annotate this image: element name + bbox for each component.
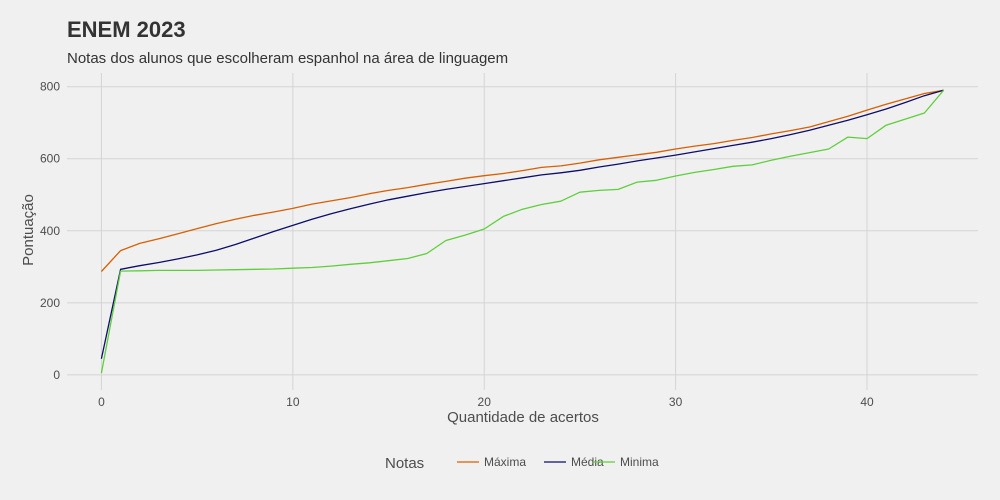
chart-title: ENEM 2023 (67, 17, 186, 42)
grid (67, 73, 978, 390)
chart-subtitle: Notas dos alunos que escolheram espanhol… (67, 50, 508, 67)
series-line-media (100, 89, 944, 359)
legend: Notas Máxima Média Minima (385, 455, 659, 472)
y-axis-title: Pontuação (20, 194, 37, 266)
legend-label: Média (571, 455, 604, 469)
legend-label: Minima (620, 455, 659, 469)
y-tick-label: 400 (40, 224, 60, 238)
legend-label: Máxima (484, 455, 526, 469)
x-tick-label: 10 (286, 395, 300, 409)
series-line-maxima (100, 89, 944, 272)
y-tick-label: 600 (40, 152, 60, 166)
x-axis-title: Quantidade de acertos (447, 409, 599, 426)
y-tick-label: 0 (53, 368, 60, 382)
x-tick-label: 20 (478, 395, 492, 409)
series-line-minima (100, 89, 945, 374)
y-tick-label: 800 (40, 80, 60, 94)
legend-title: Notas (385, 455, 424, 472)
x-tick-label: 0 (98, 395, 105, 409)
y-tick-label: 200 (40, 296, 60, 310)
x-tick-label: 40 (860, 395, 874, 409)
x-tick-label: 30 (669, 395, 683, 409)
series-lines (100, 89, 945, 374)
